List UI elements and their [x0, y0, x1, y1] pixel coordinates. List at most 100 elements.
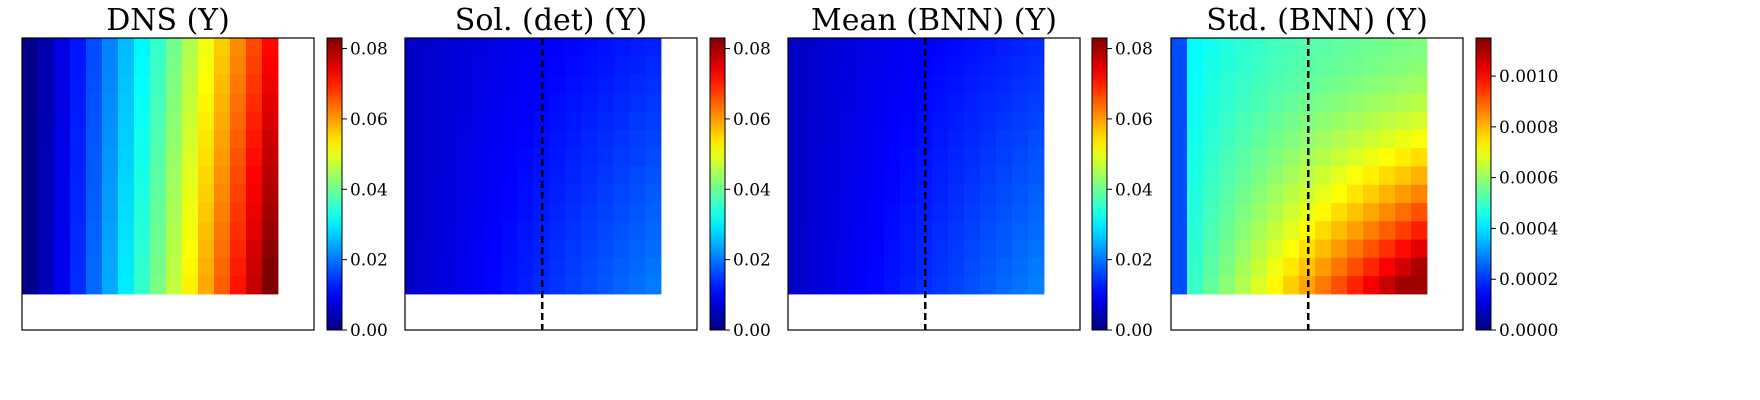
heatmap-cell — [1235, 147, 1252, 167]
heatmap-cell — [54, 92, 71, 112]
heatmap-cell — [1315, 220, 1332, 240]
heatmap-cell — [597, 92, 614, 112]
heatmap-cell — [102, 129, 119, 149]
heatmap-cell — [501, 147, 518, 167]
panel-title: DNS (Y) — [106, 3, 230, 38]
heatmap-cell — [118, 184, 135, 203]
heatmap-cell — [1251, 166, 1268, 185]
heatmap-cells — [405, 38, 662, 295]
heatmap-cell — [1315, 184, 1332, 203]
heatmap-cell — [996, 111, 1013, 130]
heatmap-cell — [964, 129, 981, 149]
heatmap-cell — [1331, 202, 1348, 222]
heatmap-cell — [1203, 147, 1220, 167]
heatmap-cell — [996, 38, 1013, 57]
heatmap-cell — [549, 275, 566, 295]
heatmap-cell — [597, 257, 614, 277]
heatmap-cell — [1379, 147, 1396, 167]
heatmap-cell — [629, 56, 646, 75]
heatmap-cell — [1235, 166, 1252, 185]
heatmap-cell — [820, 38, 837, 57]
heatmap-cell — [1028, 147, 1045, 167]
heatmap-cell — [22, 202, 39, 222]
heatmap-cell — [1171, 38, 1188, 57]
heatmap-cell — [501, 38, 518, 57]
heatmap-cell — [932, 111, 949, 130]
heatmap-cell — [1347, 202, 1364, 222]
heatmap-cell — [246, 111, 263, 130]
heatmap-cell — [852, 220, 869, 240]
heatmap-cell — [836, 56, 853, 75]
heatmap-cell — [1267, 257, 1284, 277]
heatmap-cell — [150, 111, 167, 130]
heatmap-cell — [597, 239, 614, 258]
heatmap-cell — [405, 111, 422, 130]
heatmap-cell — [549, 220, 566, 240]
heatmap-cell — [1411, 92, 1428, 112]
heatmap-cell — [1363, 257, 1380, 277]
heatmap-cell — [549, 74, 566, 94]
heatmap-cell — [964, 184, 981, 203]
heatmap-cell — [214, 38, 231, 57]
heatmap-cell — [517, 92, 534, 112]
heatmap-cell — [645, 38, 662, 57]
heatmap-cells — [22, 38, 279, 295]
heatmap-cell — [533, 257, 550, 277]
heatmap-cell — [102, 220, 119, 240]
heatmap-cell — [1347, 147, 1364, 167]
heatmap-cell — [1267, 147, 1284, 167]
heatmap-cell — [1283, 202, 1300, 222]
heatmap-cell — [214, 92, 231, 112]
heatmap-cell — [182, 74, 199, 94]
heatmap-cell — [916, 92, 933, 112]
heatmap-cell — [1251, 92, 1268, 112]
heatmap-cell — [22, 257, 39, 277]
heatmap-cell — [549, 38, 566, 57]
heatmap-cell — [852, 129, 869, 149]
heatmap-cell — [1283, 275, 1300, 295]
heatmap-cell — [1203, 38, 1220, 57]
heatmap-cell — [1171, 275, 1188, 295]
heatmap-cell — [565, 184, 582, 203]
heatmap-cell — [230, 239, 247, 258]
heatmap-cell — [980, 92, 997, 112]
heatmap-cell — [1012, 202, 1029, 222]
heatmap-cell — [262, 257, 279, 277]
colorbar-gradient — [326, 37, 343, 331]
panel-title: Mean (BNN) (Y) — [811, 3, 1057, 38]
heatmap-cell — [1331, 166, 1348, 185]
heatmap-cell — [1411, 275, 1428, 295]
heatmap-cell — [469, 38, 486, 57]
heatmap-cell — [948, 56, 965, 75]
heatmap-cell — [38, 74, 55, 94]
heatmap-cell — [820, 92, 837, 112]
heatmap-cell — [820, 56, 837, 75]
heatmap-cell — [948, 239, 965, 258]
heatmap-cell — [150, 220, 167, 240]
heatmap-cell — [788, 92, 805, 112]
heatmap-cell — [1283, 257, 1300, 277]
heatmap-cell — [453, 147, 470, 167]
heatmap-cell — [1235, 74, 1252, 94]
heatmap-cell — [1395, 74, 1412, 94]
heatmap-cell — [581, 92, 598, 112]
heatmap-cell — [1315, 74, 1332, 94]
heatmap-cell — [788, 184, 805, 203]
heatmap-cell — [645, 239, 662, 258]
heatmap-cell — [996, 74, 1013, 94]
colorbar-tick-label: 0.0006 — [1499, 169, 1558, 189]
heatmap-cell — [804, 220, 821, 240]
heatmap-cell — [1363, 111, 1380, 130]
heatmap-cell — [1251, 56, 1268, 75]
heatmap-cell — [118, 111, 135, 130]
heatmap-cell — [533, 38, 550, 57]
heatmap-cell — [884, 129, 901, 149]
heatmap-cell — [70, 202, 87, 222]
colorbar-tick-label: 0.08 — [350, 40, 388, 60]
heatmap-cell — [118, 220, 135, 240]
heatmap-cell — [597, 202, 614, 222]
heatmap-cell — [501, 111, 518, 130]
heatmap-cell — [932, 129, 949, 149]
heatmap-cell — [469, 220, 486, 240]
heatmap-cell — [118, 147, 135, 167]
